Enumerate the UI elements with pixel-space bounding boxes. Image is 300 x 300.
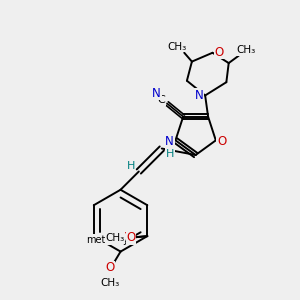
Text: N: N xyxy=(165,135,174,148)
Text: O: O xyxy=(214,46,224,59)
Text: CH₃: CH₃ xyxy=(168,42,187,52)
Text: O: O xyxy=(217,135,226,148)
Text: CH₃: CH₃ xyxy=(237,45,256,56)
Text: H: H xyxy=(166,149,174,159)
Text: H: H xyxy=(126,161,135,171)
Text: O: O xyxy=(121,231,130,244)
Text: CH₃: CH₃ xyxy=(100,278,120,288)
Text: methoxy: methoxy xyxy=(86,235,129,245)
Text: N: N xyxy=(152,87,161,100)
Text: N: N xyxy=(195,89,204,102)
Text: C: C xyxy=(158,95,166,106)
Text: CH₃: CH₃ xyxy=(105,232,124,243)
Text: O: O xyxy=(106,261,115,274)
Text: O: O xyxy=(127,231,136,244)
